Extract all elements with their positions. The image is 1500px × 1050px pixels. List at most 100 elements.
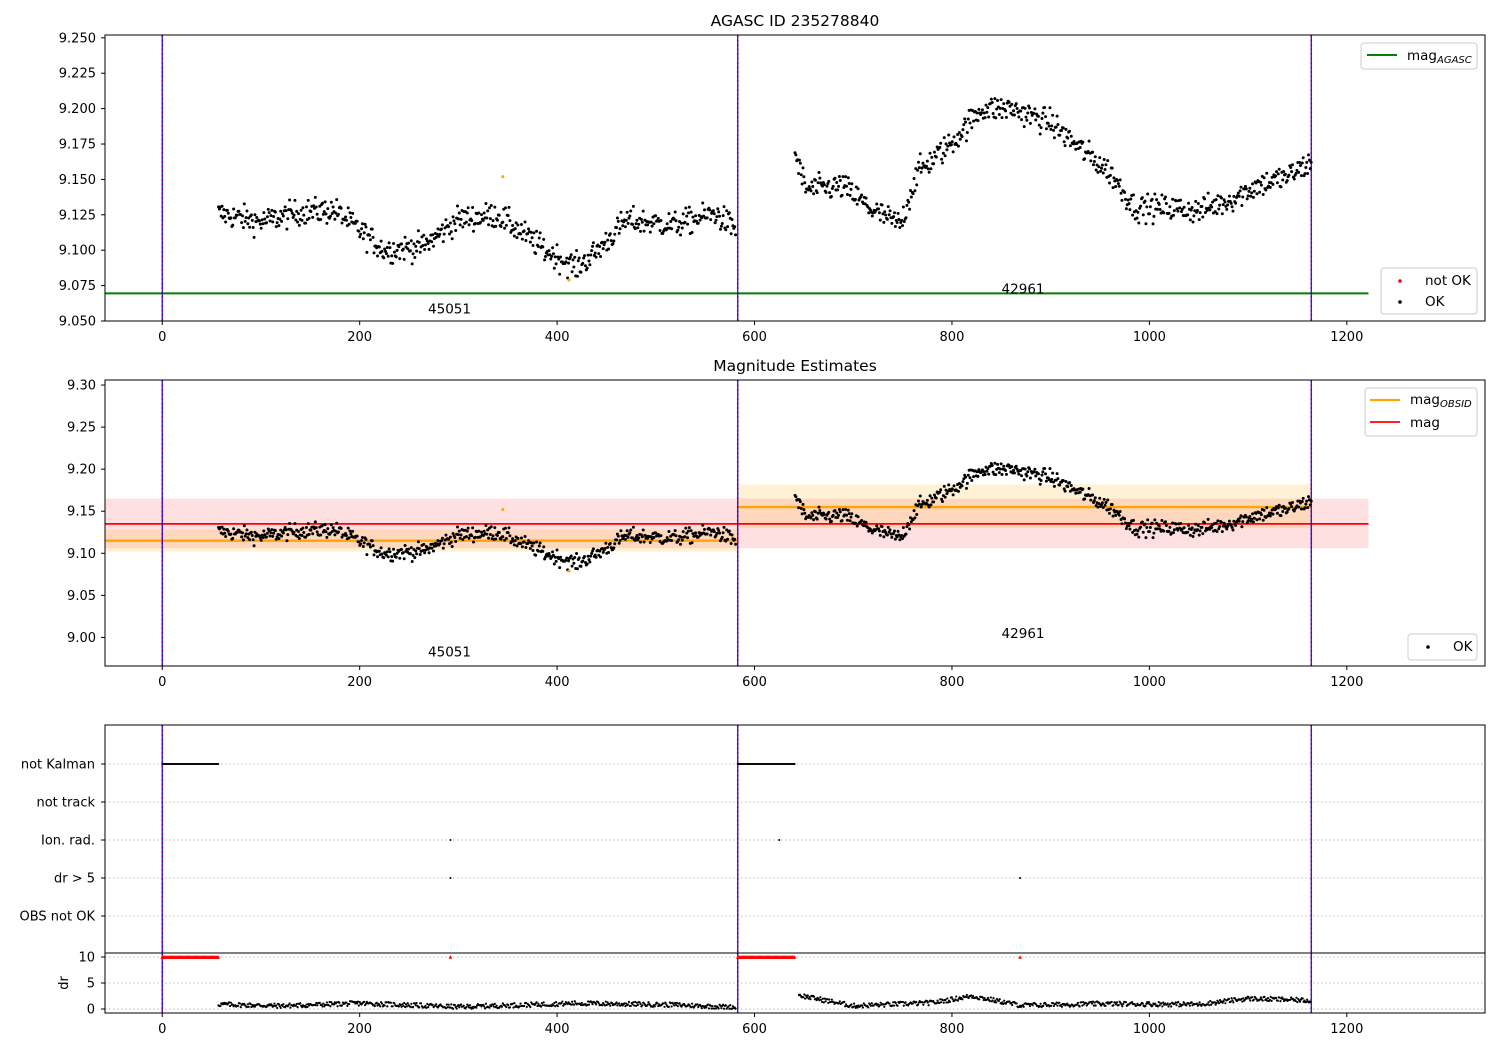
data-point — [278, 217, 282, 221]
data-point — [817, 171, 821, 175]
data-point — [606, 238, 610, 242]
data-point — [816, 181, 820, 185]
data-point — [1262, 176, 1266, 180]
data-point — [880, 203, 884, 207]
data-point — [559, 555, 563, 559]
data-point — [1143, 522, 1147, 526]
data-point — [365, 553, 369, 557]
data-point — [1175, 207, 1179, 211]
dr-point — [491, 1003, 495, 1006]
data-point — [593, 251, 597, 255]
data-point — [430, 240, 434, 244]
data-point — [951, 150, 955, 154]
dr-point — [802, 996, 805, 999]
data-point — [1012, 109, 1016, 113]
data-point — [712, 212, 716, 216]
data-point — [418, 250, 422, 254]
data-point — [641, 528, 645, 532]
data-point — [1274, 174, 1278, 178]
data-point — [266, 207, 270, 211]
data-point — [558, 566, 562, 570]
dr-point — [1206, 1003, 1209, 1006]
data-point — [1145, 205, 1149, 209]
data-point — [1081, 487, 1085, 491]
data-point — [401, 247, 405, 251]
data-point — [442, 542, 446, 546]
data-point — [812, 518, 816, 522]
data-point — [987, 115, 991, 119]
data-point — [947, 483, 951, 487]
data-point — [348, 211, 352, 215]
dr-point — [945, 1001, 948, 1004]
dr-point — [1209, 999, 1212, 1003]
data-point — [281, 214, 285, 218]
legend-subscript: OBSID — [1440, 399, 1472, 410]
data-point — [1163, 195, 1167, 199]
data-point — [512, 234, 516, 238]
data-point — [1063, 489, 1067, 493]
data-point — [313, 195, 317, 199]
dr-point — [722, 1003, 725, 1006]
data-point — [990, 463, 994, 467]
data-point — [263, 533, 267, 537]
dr-point — [667, 1005, 671, 1008]
data-point — [970, 479, 974, 483]
obsid-label: 42961 — [1002, 626, 1045, 642]
data-point — [1227, 519, 1231, 523]
dr-point — [1084, 1001, 1088, 1004]
data-point — [296, 212, 300, 216]
data-point — [394, 555, 398, 559]
dr-point — [808, 996, 811, 999]
data-point — [1182, 205, 1186, 209]
data-point — [1236, 191, 1240, 195]
data-point — [957, 131, 961, 135]
data-point — [729, 232, 733, 236]
data-point — [709, 533, 713, 537]
data-point — [488, 532, 492, 536]
legend-swatch-ok — [1398, 300, 1402, 304]
data-point — [602, 243, 606, 247]
data-point — [1022, 478, 1026, 482]
data-point — [248, 225, 252, 229]
data-point — [635, 218, 639, 222]
data-point — [1017, 472, 1021, 476]
data-point — [536, 245, 540, 249]
data-point — [724, 228, 728, 232]
data-point — [503, 526, 507, 530]
data-point — [824, 191, 828, 195]
data-point — [222, 208, 226, 212]
data-point — [952, 135, 956, 139]
data-point — [448, 232, 452, 236]
data-point — [850, 182, 854, 186]
data-point — [1054, 125, 1058, 129]
data-point — [928, 151, 932, 155]
legend-box — [1407, 633, 1478, 661]
dr-point — [670, 1005, 673, 1008]
data-point — [470, 219, 474, 223]
data-point — [422, 233, 426, 237]
dr-point — [827, 1001, 830, 1005]
data-point — [364, 538, 368, 542]
dr-point — [228, 1004, 232, 1008]
data-point — [623, 225, 627, 229]
dr-point — [483, 1007, 487, 1010]
data-point — [1299, 174, 1303, 178]
data-point — [659, 219, 663, 223]
data-point — [395, 248, 399, 252]
data-point — [907, 200, 911, 204]
data-point — [1300, 499, 1304, 503]
data-point — [994, 116, 998, 120]
legend-label-ok: OK — [1425, 294, 1446, 310]
data-point — [264, 535, 268, 539]
dr-point — [725, 1007, 728, 1010]
data-point — [1201, 532, 1205, 536]
data-point — [888, 528, 892, 532]
data-point — [631, 525, 635, 529]
data-point — [1279, 514, 1283, 518]
dr-point — [697, 1005, 700, 1009]
dr-point — [1274, 996, 1278, 1000]
dr-point — [615, 1001, 618, 1004]
data-point — [1160, 519, 1164, 523]
data-point — [461, 537, 465, 541]
data-point — [1196, 524, 1200, 528]
